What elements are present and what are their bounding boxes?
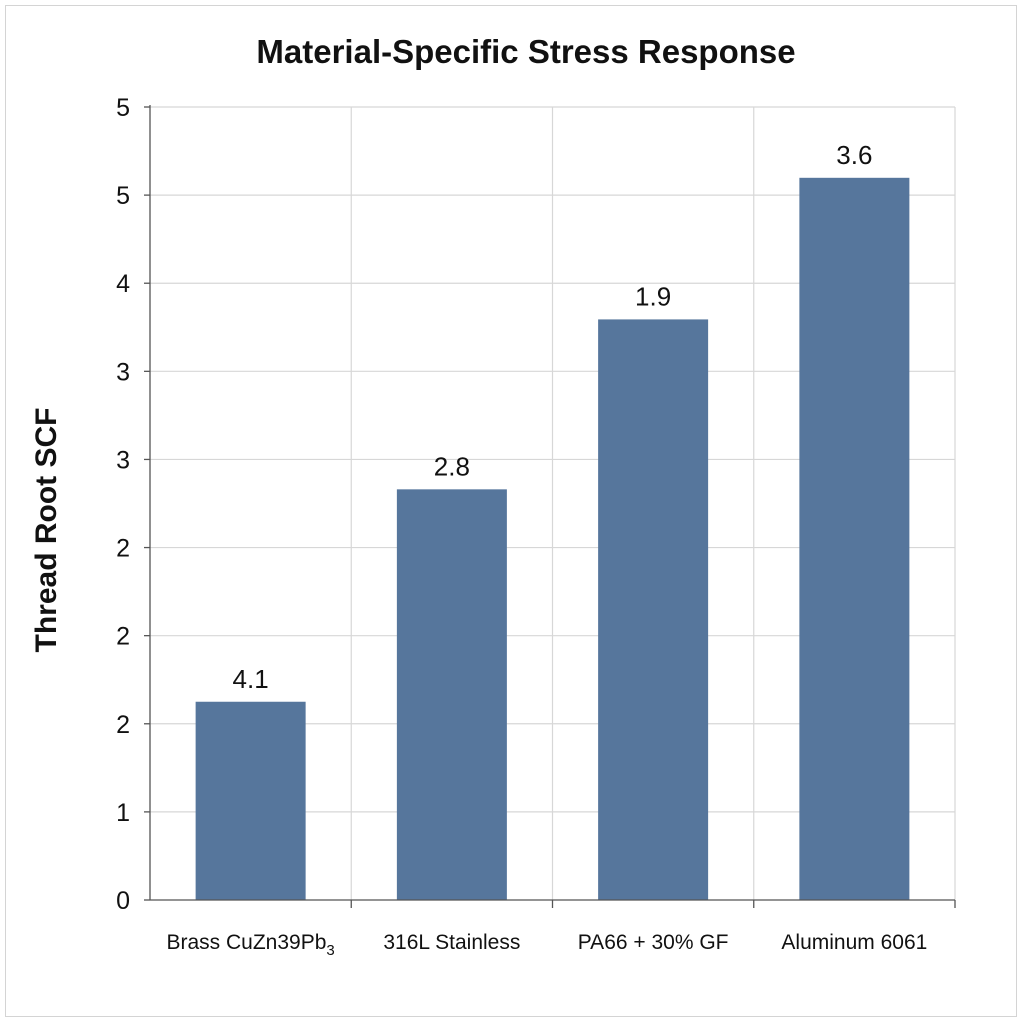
x-tick-label: 316L Stainless — [383, 931, 520, 954]
chart-title: Material-Specific Stress Response — [256, 33, 795, 70]
category-name: 316L Stainless — [383, 931, 520, 954]
y-tick-label: 2 — [116, 711, 130, 739]
chart-frame — [5, 5, 1017, 1017]
data-label: 3.6 — [836, 140, 872, 170]
bar — [598, 319, 709, 900]
data-label: 4.1 — [233, 664, 269, 694]
y-tick-label: 1 — [116, 799, 130, 827]
x-tick-label: Brass CuZn39Pb3 — [166, 931, 334, 959]
y-tick-label: 5 — [116, 182, 130, 210]
axes — [144, 105, 956, 908]
y-tick-label: 5 — [116, 94, 130, 122]
bar — [195, 701, 306, 900]
category-name: Brass CuZn39Pb — [166, 931, 326, 954]
x-tick-label: Aluminum 6061 — [781, 931, 927, 954]
x-tick-label: PA66 + 30% GF — [578, 931, 729, 954]
y-tick-label: 0 — [116, 887, 130, 915]
y-tick-label: 2 — [116, 535, 130, 563]
category-name: PA66 + 30% GF — [578, 931, 729, 954]
y-tick-label: 3 — [116, 358, 130, 386]
data-label: 1.9 — [635, 281, 671, 311]
category-name: Aluminum 6061 — [781, 931, 927, 954]
y-tick-label: 4 — [116, 270, 130, 298]
bar — [396, 489, 507, 900]
category-subscript: 3 — [326, 942, 334, 959]
y-tick-label: 3 — [116, 446, 130, 474]
y-axis-label: Thread Root SCF — [30, 408, 63, 653]
data-label: 2.8 — [434, 451, 470, 481]
y-tick-label: 2 — [116, 623, 130, 651]
bars — [195, 177, 910, 900]
bar — [799, 177, 910, 900]
